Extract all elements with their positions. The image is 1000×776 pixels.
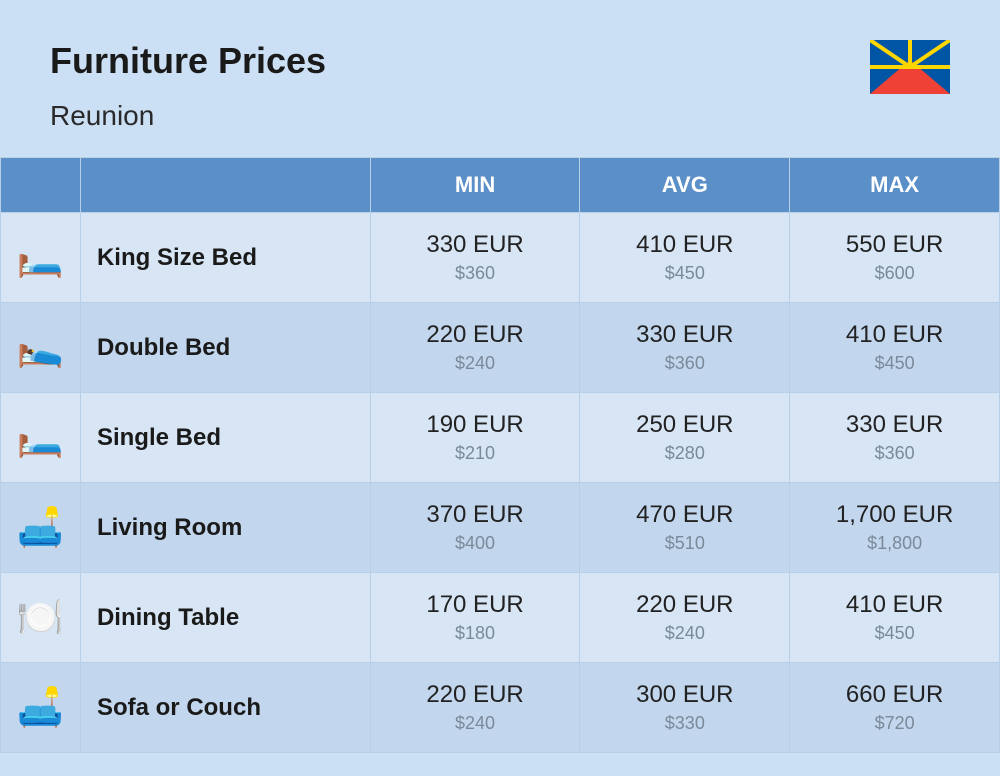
price-avg-primary: 250 EUR — [590, 411, 779, 439]
price-min-secondary: $240 — [381, 713, 570, 734]
price-min-secondary: $210 — [381, 443, 570, 464]
item-name: Sofa or Couch — [80, 663, 370, 753]
price-avg-secondary: $510 — [590, 533, 779, 554]
header: Furniture Prices Reunion — [0, 0, 1000, 157]
price-avg-secondary: $280 — [590, 443, 779, 464]
table-row: 🛏️King Size Bed 330 EUR $360 410 EUR $450 550… — [1, 213, 1000, 303]
price-min: 220 EUR $240 — [370, 663, 580, 753]
table-body: 🛏️King Size Bed330 EUR$360410 EUR$450550… — [1, 213, 1000, 753]
table-row: 🛌Double Bed 220 EUR $240 330 EUR $360 410 EUR… — [1, 303, 1000, 393]
single-bed-icon: 🛏️ — [1, 393, 81, 483]
price-avg: 250 EUR $280 — [580, 393, 790, 483]
price-avg: 470 EUR $510 — [580, 483, 790, 573]
price-max: 550 EUR $600 — [790, 213, 1000, 303]
price-max-primary: 1,700 EUR — [800, 501, 989, 529]
price-min-primary: 170 EUR — [381, 591, 570, 619]
price-max: 330 EUR $360 — [790, 393, 1000, 483]
price-min-primary: 330 EUR — [381, 231, 570, 259]
price-min: 220 EUR $240 — [370, 303, 580, 393]
price-max-secondary: $450 — [800, 623, 989, 644]
table-row: 🛋️Sofa or Couch 220 EUR $240 300 EUR $330 660… — [1, 663, 1000, 753]
price-max-secondary: $1,800 — [800, 533, 989, 554]
price-min-primary: 370 EUR — [381, 501, 570, 529]
col-header-max: MAX — [790, 158, 1000, 213]
price-max-primary: 330 EUR — [800, 411, 989, 439]
table-row: 🍽️Dining Table 170 EUR $180 220 EUR $240 410 … — [1, 573, 1000, 663]
col-header-name — [80, 158, 370, 213]
col-header-icon — [1, 158, 81, 213]
price-min-secondary: $180 — [381, 623, 570, 644]
price-min: 190 EUR $210 — [370, 393, 580, 483]
price-max-secondary: $600 — [800, 263, 989, 284]
price-avg-primary: 220 EUR — [590, 591, 779, 619]
price-avg-secondary: $330 — [590, 713, 779, 734]
col-header-min: MIN — [370, 158, 580, 213]
price-min: 370 EUR $400 — [370, 483, 580, 573]
table-row: 🛋️Living Room 370 EUR $400 470 EUR $510 1,700… — [1, 483, 1000, 573]
col-header-avg: AVG — [580, 158, 790, 213]
price-min: 170 EUR $180 — [370, 573, 580, 663]
price-max: 410 EUR $450 — [790, 303, 1000, 393]
item-name: King Size Bed — [80, 213, 370, 303]
table-row: 🛏️Single Bed 190 EUR $210 250 EUR $280 330 EU… — [1, 393, 1000, 483]
price-max: 660 EUR $720 — [790, 663, 1000, 753]
table-head: MIN AVG MAX — [1, 158, 1000, 213]
item-name: Double Bed — [80, 303, 370, 393]
price-max-secondary: $720 — [800, 713, 989, 734]
king-bed-icon: 🛏️ — [1, 213, 81, 303]
price-max-primary: 660 EUR — [800, 681, 989, 709]
price-min-secondary: $400 — [381, 533, 570, 554]
price-max-primary: 410 EUR — [800, 321, 989, 349]
reunion-flag-icon — [870, 40, 950, 94]
price-min-secondary: $240 — [381, 353, 570, 374]
price-avg-secondary: $360 — [590, 353, 779, 374]
price-avg-primary: 300 EUR — [590, 681, 779, 709]
price-avg-secondary: $450 — [590, 263, 779, 284]
price-table: MIN AVG MAX 🛏️King Size Bed330 EUR$36041… — [0, 157, 1000, 753]
price-min-primary: 220 EUR — [381, 321, 570, 349]
page-subtitle: Reunion — [50, 100, 326, 132]
item-name: Dining Table — [80, 573, 370, 663]
price-max: 1,700 EUR $1,800 — [790, 483, 1000, 573]
item-name: Single Bed — [80, 393, 370, 483]
price-avg: 300 EUR $330 — [580, 663, 790, 753]
dining-table-icon: 🍽️ — [1, 573, 81, 663]
price-avg-secondary: $240 — [590, 623, 779, 644]
double-bed-icon: 🛌 — [1, 303, 81, 393]
price-max-primary: 410 EUR — [800, 591, 989, 619]
price-min-primary: 190 EUR — [381, 411, 570, 439]
price-min: 330 EUR $360 — [370, 213, 580, 303]
header-left: Furniture Prices Reunion — [50, 40, 326, 132]
item-name: Living Room — [80, 483, 370, 573]
living-room-icon: 🛋️ — [1, 483, 81, 573]
price-max-secondary: $360 — [800, 443, 989, 464]
price-max: 410 EUR $450 — [790, 573, 1000, 663]
flag-container — [870, 40, 950, 99]
price-max-primary: 550 EUR — [800, 231, 989, 259]
price-min-primary: 220 EUR — [381, 681, 570, 709]
price-min-secondary: $360 — [381, 263, 570, 284]
price-avg: 410 EUR $450 — [580, 213, 790, 303]
price-avg-primary: 330 EUR — [590, 321, 779, 349]
price-avg-primary: 410 EUR — [590, 231, 779, 259]
sofa-icon: 🛋️ — [1, 663, 81, 753]
price-avg: 220 EUR $240 — [580, 573, 790, 663]
page-title: Furniture Prices — [50, 40, 326, 82]
price-max-secondary: $450 — [800, 353, 989, 374]
price-avg-primary: 470 EUR — [590, 501, 779, 529]
price-avg: 330 EUR $360 — [580, 303, 790, 393]
